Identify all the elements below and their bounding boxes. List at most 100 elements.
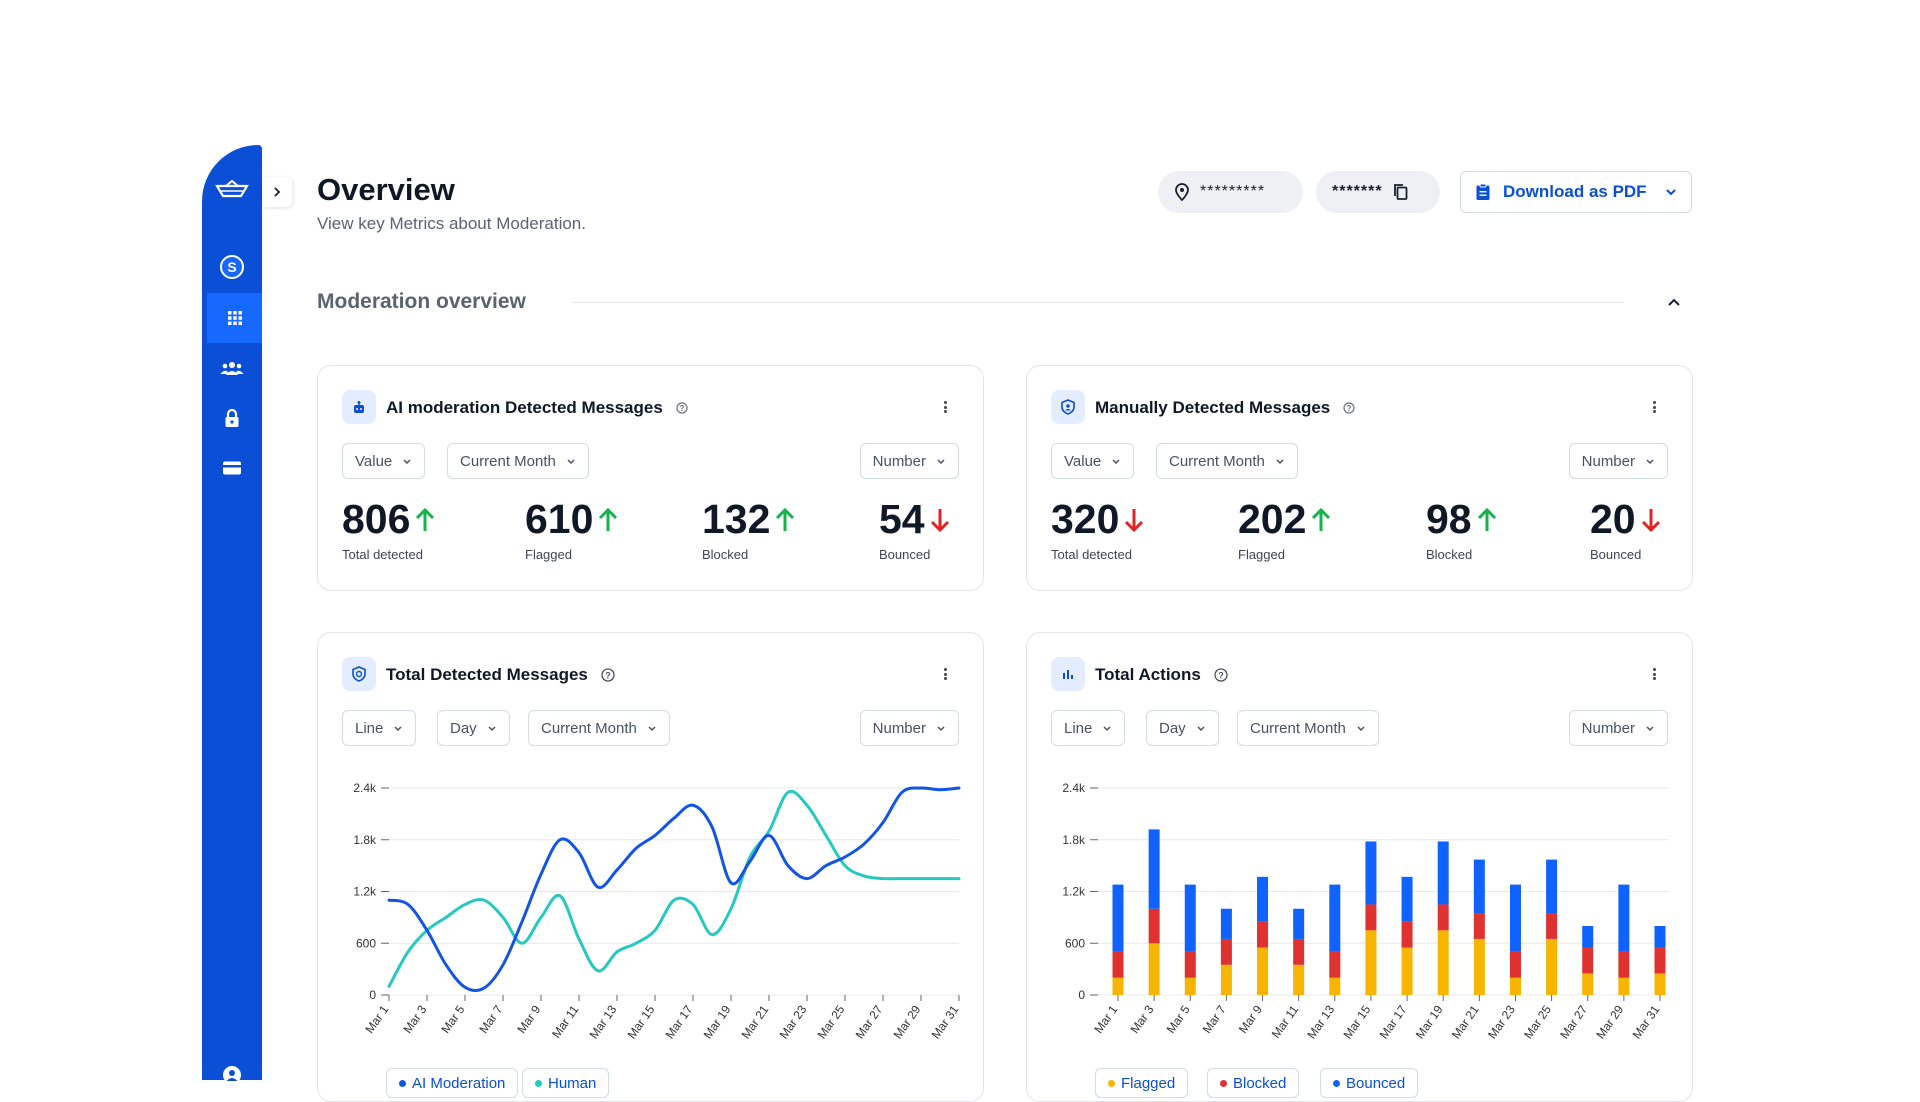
bar-flagged: [1293, 964, 1305, 995]
help-icon[interactable]: ?: [1343, 402, 1355, 414]
bar-bounced: [1618, 884, 1630, 952]
granularity-dropdown[interactable]: Day: [1146, 710, 1219, 746]
page-subtitle: View key Metrics about Moderation.: [317, 214, 586, 233]
x-tick-label: Mar 31: [1630, 1002, 1663, 1041]
shield-person-icon: [1051, 390, 1085, 424]
copy-icon[interactable]: [1393, 183, 1409, 201]
bar-flagged: [1148, 943, 1160, 995]
more-options-icon[interactable]: [941, 398, 949, 416]
x-tick-label: Mar 3: [400, 1002, 429, 1035]
value-dropdown[interactable]: Value: [1051, 443, 1135, 479]
x-tick-label: Mar 17: [663, 1002, 696, 1041]
y-tick-label: 2.4k: [353, 781, 377, 795]
bar-flagged: [1509, 977, 1521, 995]
x-tick-label: Mar 29: [1593, 1002, 1626, 1041]
period-dropdown[interactable]: Current Month: [1237, 710, 1379, 746]
x-tick-label: Mar 1: [1091, 1002, 1120, 1035]
chevron-down-icon: [403, 458, 411, 464]
legend-bounced[interactable]: Bounced: [1320, 1068, 1419, 1098]
download-pdf-button[interactable]: Download as PDF: [1460, 171, 1692, 213]
s-coin-icon[interactable]: S: [202, 242, 262, 292]
collapse-section-button[interactable]: [1660, 288, 1688, 316]
unit-dropdown[interactable]: Number: [1568, 443, 1668, 479]
chart-type-dropdown[interactable]: Line: [1051, 710, 1126, 746]
y-tick-label: 600: [356, 936, 376, 950]
total-detected-card: Total Detected Messages ? Line Day Curre…: [317, 632, 984, 1102]
bar-bounced: [1365, 841, 1377, 905]
unit-dropdown[interactable]: Number: [859, 710, 959, 746]
x-tick-label: Mar 23: [777, 1002, 810, 1041]
dashboard-grid-icon[interactable]: [207, 293, 262, 343]
chevron-down-icon: [937, 458, 945, 464]
help-icon[interactable]: ?: [1213, 668, 1228, 682]
robot-icon: [342, 390, 376, 424]
bar-flagged: [1184, 977, 1196, 995]
more-options-icon[interactable]: [1650, 665, 1658, 683]
download-pdf-label: Download as PDF: [1503, 182, 1647, 201]
value-dropdown[interactable]: Value: [342, 443, 426, 479]
shield-icon: [342, 657, 376, 691]
more-options-icon[interactable]: [1650, 398, 1658, 416]
chart-type-dropdown[interactable]: Line: [342, 710, 417, 746]
legend-human[interactable]: Human: [522, 1068, 610, 1098]
chevron-down-icon: [937, 725, 945, 731]
user-circle-icon[interactable]: [202, 1050, 262, 1100]
chevron-right-icon: [274, 187, 281, 197]
period-dropdown[interactable]: Current Month: [1156, 443, 1298, 479]
y-tick-label: 0: [369, 988, 376, 1002]
legend-flagged[interactable]: Flagged: [1095, 1068, 1189, 1098]
credit-card-icon[interactable]: [202, 443, 262, 493]
lock-icon[interactable]: [202, 393, 262, 443]
api-key-field[interactable]: *******: [1316, 171, 1440, 213]
period-dropdown[interactable]: Current Month: [528, 710, 670, 746]
bar-bounced: [1654, 926, 1666, 948]
unit-dropdown[interactable]: Number: [859, 443, 959, 479]
bar-flagged: [1112, 977, 1124, 995]
x-tick-label: Mar 7: [1200, 1002, 1229, 1035]
users-icon[interactable]: [202, 343, 262, 393]
x-tick-label: Mar 13: [587, 1002, 620, 1041]
bar-flagged: [1582, 973, 1594, 995]
bar-blocked: [1618, 951, 1630, 978]
x-tick-label: Mar 13: [1304, 1002, 1337, 1041]
y-tick-label: 0: [1078, 988, 1085, 1002]
line-chart: 0 600 1.2k 1.8k 2.4k Mar 1 Mar 3 Mar 5 Mar 7 Mar …: [353, 781, 961, 1041]
svg-text:?: ?: [1218, 671, 1224, 681]
period-dropdown[interactable]: Current Month: [447, 443, 589, 479]
bar-blocked: [1329, 951, 1341, 978]
granularity-dropdown[interactable]: Day: [437, 710, 510, 746]
page-title: Overview: [317, 172, 455, 207]
x-tick-label: Mar 3: [1128, 1002, 1157, 1035]
series-human-line: [387, 789, 961, 988]
x-tick-label: Mar 25: [815, 1002, 848, 1041]
chevron-down-icon: [1276, 458, 1284, 464]
ship-logo-icon[interactable]: [202, 165, 262, 215]
x-tick-label: Mar 9: [1236, 1002, 1265, 1035]
bar-bounced: [1257, 876, 1269, 922]
help-icon[interactable]: ?: [600, 668, 615, 682]
unit-dropdown[interactable]: Number: [1568, 710, 1668, 746]
metric-bounced: 20 Bounced: [1590, 496, 1662, 562]
bar-bounced: [1148, 829, 1160, 909]
legend-ai-moderation[interactable]: AI Moderation: [386, 1068, 519, 1098]
bar-blocked: [1401, 921, 1413, 948]
y-tick-label: 1.2k: [1062, 885, 1086, 899]
help-icon[interactable]: ?: [675, 402, 688, 414]
bar-blocked: [1546, 913, 1558, 939]
x-tick-label: Mar 23: [1485, 1002, 1518, 1041]
more-options-icon[interactable]: [941, 665, 949, 683]
x-tick-label: Mar 27: [853, 1002, 886, 1041]
legend-blocked[interactable]: Blocked: [1207, 1068, 1300, 1098]
manual-detection-card: Manually Detected Messages ? Value Curre…: [1026, 365, 1693, 591]
bar-blocked: [1473, 913, 1485, 939]
location-selector[interactable]: *********: [1158, 171, 1303, 213]
sidebar-toggle-button[interactable]: [262, 177, 292, 207]
chevron-down-icon: [648, 725, 656, 731]
bar-bounced: [1184, 884, 1196, 952]
bar-chart-icon: [1051, 657, 1085, 691]
svg-text:S: S: [227, 259, 236, 275]
total-actions-card: Total Actions ? Line Day Current Month N…: [1026, 632, 1693, 1102]
x-tick-label: Mar 5: [438, 1002, 467, 1035]
chevron-down-icon: [1646, 725, 1654, 731]
x-tick-label: Mar 9: [514, 1002, 543, 1035]
